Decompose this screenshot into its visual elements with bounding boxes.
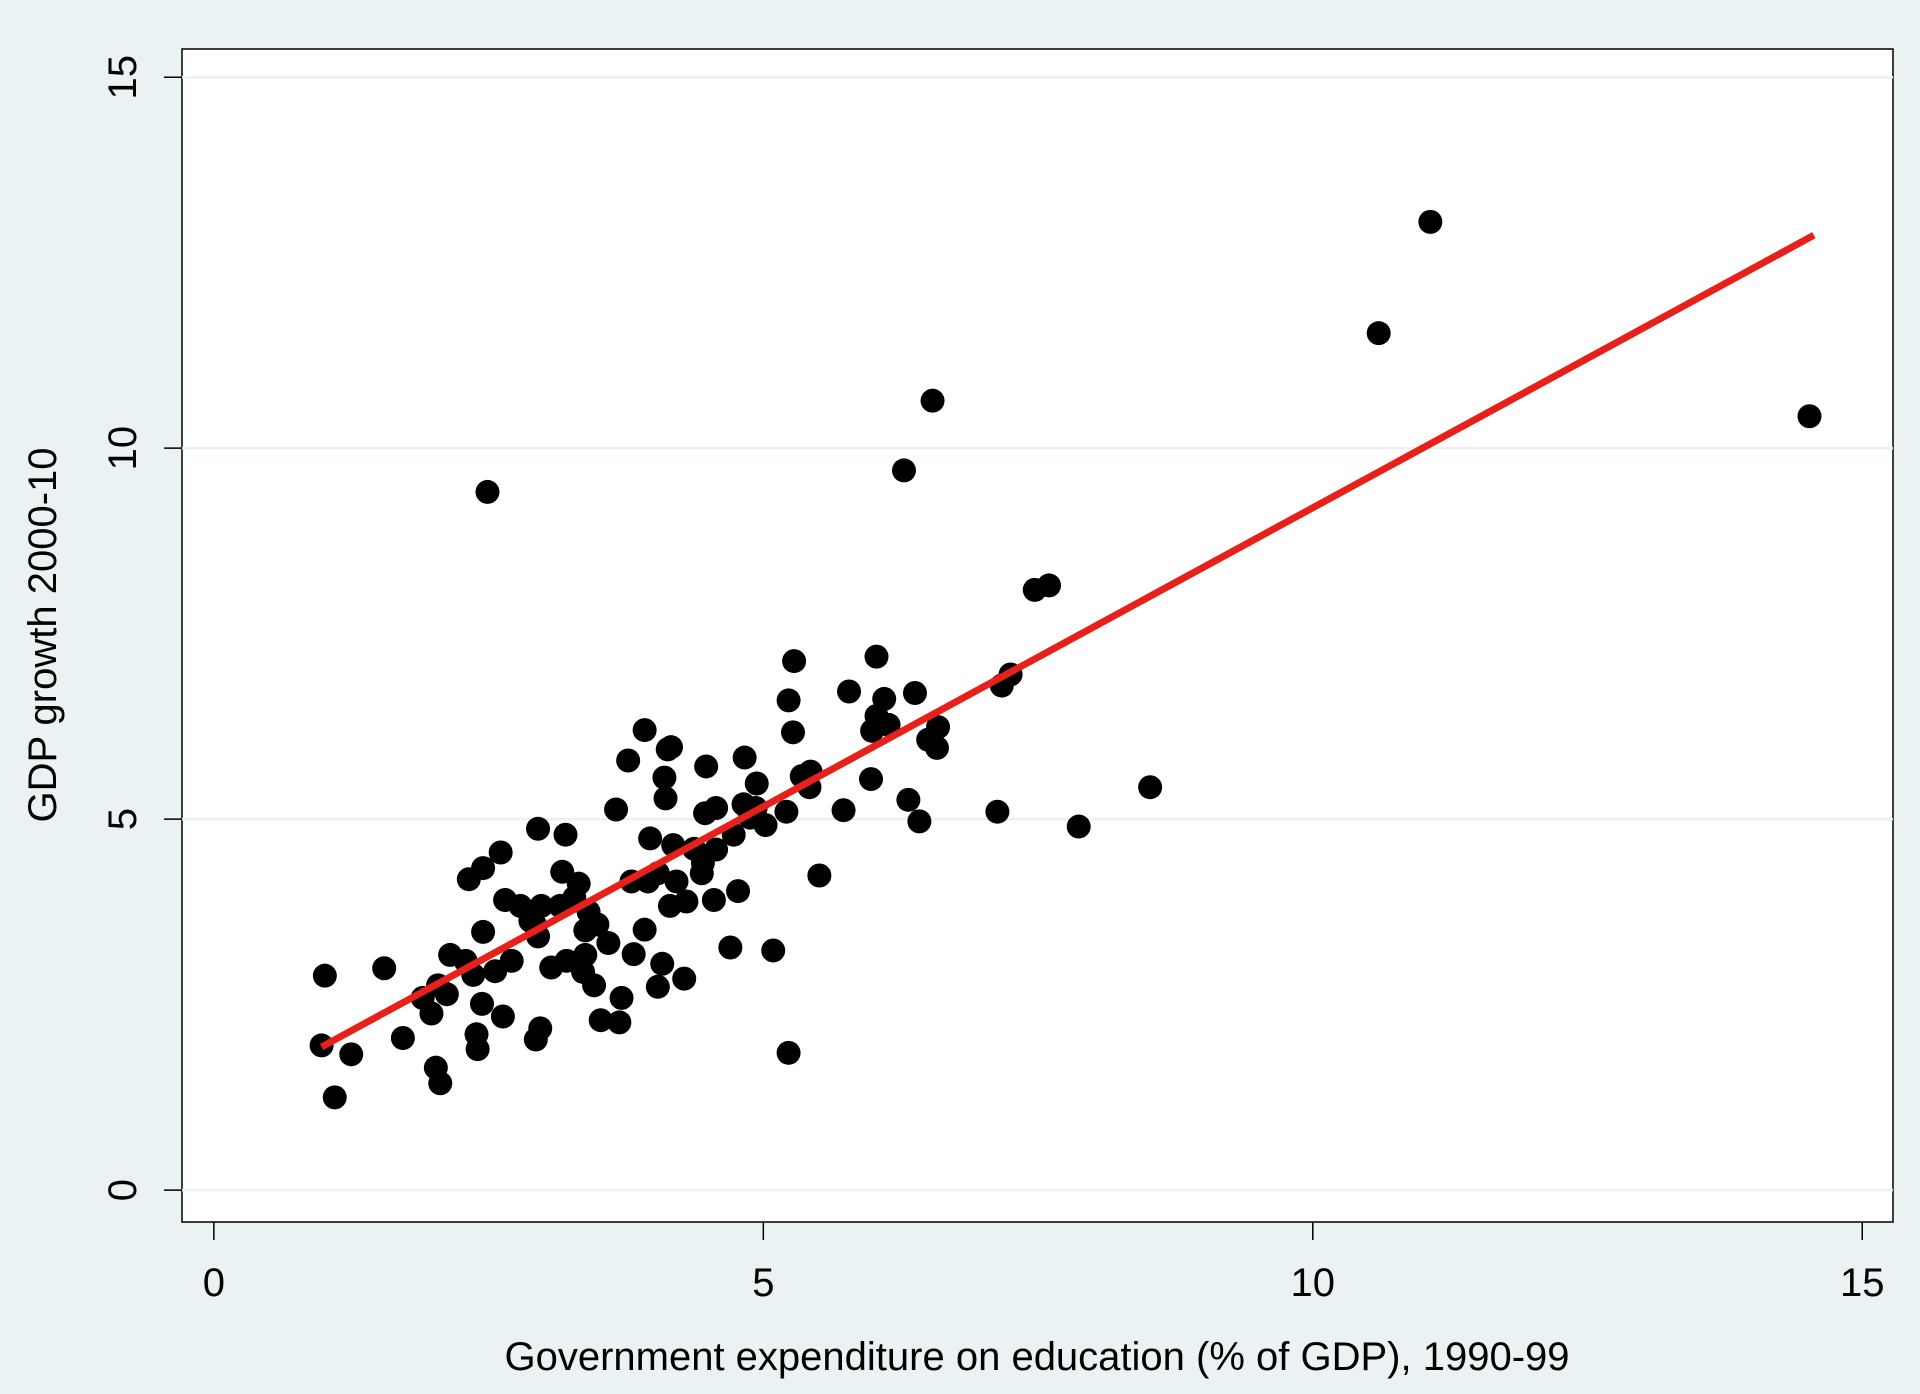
- data-point: [588, 1008, 613, 1033]
- data-point: [653, 786, 678, 811]
- data-point: [638, 826, 663, 851]
- data-point: [573, 942, 598, 967]
- data-point: [312, 963, 337, 988]
- data-point: [776, 688, 801, 713]
- x-tick-label: 5: [752, 1261, 774, 1305]
- data-point: [490, 1004, 515, 1029]
- data-point: [488, 840, 513, 865]
- data-point: [475, 479, 500, 504]
- data-point: [428, 1071, 453, 1096]
- data-point: [528, 1016, 553, 1041]
- data-point: [471, 919, 496, 944]
- data-point: [1138, 775, 1163, 800]
- data-point: [645, 974, 670, 999]
- data-point: [582, 973, 607, 998]
- data-point: [339, 1042, 364, 1067]
- x-tick-label: 0: [203, 1261, 225, 1305]
- data-point: [891, 458, 916, 483]
- data-point: [499, 948, 524, 973]
- data-point: [837, 679, 862, 704]
- data-point: [566, 871, 591, 896]
- data-point: [471, 856, 496, 881]
- data-point: [774, 799, 799, 824]
- data-point: [607, 1010, 632, 1035]
- data-point: [701, 888, 726, 912]
- data-point: [926, 715, 951, 740]
- data-point: [465, 1037, 490, 1062]
- fit-line: [319, 232, 1816, 1050]
- data-point: [434, 982, 459, 1007]
- data-point: [831, 798, 856, 823]
- data-point: [470, 991, 495, 1016]
- data-point: [718, 935, 743, 960]
- data-point: [419, 1001, 444, 1026]
- data-point: [1797, 404, 1822, 429]
- data-point: [632, 718, 657, 743]
- y-tick-label: 15: [101, 55, 145, 100]
- x-axis-title: Government expenditure on education (% o…: [504, 1335, 1569, 1379]
- data-point: [896, 787, 921, 812]
- data-point: [780, 720, 805, 745]
- data-point: [1037, 573, 1062, 598]
- data-point: [920, 388, 945, 413]
- data-point: [529, 893, 554, 918]
- data-point: [1066, 814, 1091, 839]
- data-point: [621, 942, 646, 967]
- data-point: [632, 917, 657, 942]
- y-axis-title: GDP growth 2000-10: [21, 447, 65, 822]
- data-point: [652, 765, 677, 790]
- y-tick-label: 0: [101, 1179, 145, 1201]
- data-point: [704, 796, 729, 820]
- data-point: [864, 644, 889, 669]
- x-tick-label: 10: [1291, 1261, 1336, 1305]
- data-point: [372, 956, 397, 981]
- data-point: [907, 809, 932, 834]
- y-tick-label: 5: [101, 808, 145, 830]
- data-point: [390, 1026, 415, 1050]
- data-point: [573, 918, 598, 943]
- data-point: [1418, 209, 1443, 234]
- data-point: [807, 863, 832, 888]
- data-point: [674, 889, 699, 914]
- data-point: [604, 797, 629, 822]
- data-point: [744, 771, 769, 796]
- plot-area: [181, 48, 1894, 1223]
- y-tick-label: 10: [101, 426, 145, 471]
- data-point: [596, 931, 621, 956]
- data-point: [553, 822, 578, 847]
- data-point: [1366, 321, 1391, 346]
- data-point: [902, 681, 927, 705]
- data-point: [322, 1085, 347, 1110]
- data-point: [672, 966, 697, 991]
- data-point: [859, 767, 884, 792]
- data-point: [609, 985, 634, 1010]
- data-point: [526, 816, 551, 841]
- data-point: [616, 748, 641, 773]
- data-point: [761, 938, 786, 963]
- data-point: [650, 951, 675, 976]
- data-point: [876, 712, 901, 737]
- data-point: [872, 686, 897, 711]
- data-point: [690, 850, 715, 875]
- data-point: [664, 869, 689, 894]
- data-point: [726, 879, 751, 904]
- data-point: [550, 859, 575, 884]
- data-point: [924, 735, 949, 760]
- data-point: [694, 754, 719, 779]
- data-point: [782, 649, 807, 674]
- data-point: [776, 1040, 801, 1065]
- data-point: [985, 799, 1010, 824]
- data-point: [732, 745, 757, 770]
- x-tick-label: 15: [1840, 1261, 1885, 1305]
- data-point: [659, 735, 684, 760]
